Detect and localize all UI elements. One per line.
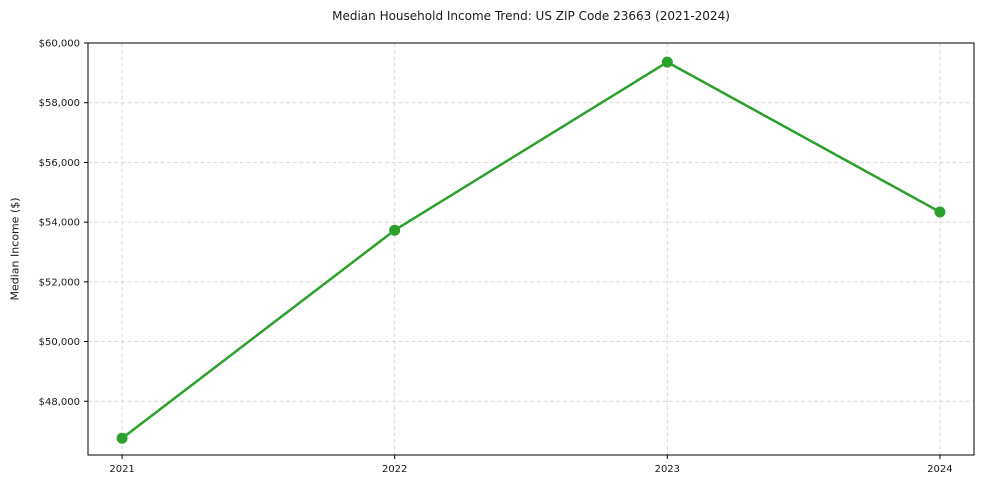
y-tick-label: $50,000	[39, 337, 80, 348]
data-point	[116, 432, 128, 444]
data-line	[120, 60, 942, 440]
data-point	[661, 56, 673, 68]
y-tick-label: $54,000	[39, 218, 80, 229]
y-tick-label: $48,000	[39, 397, 80, 408]
x-tick-label: 2022	[382, 464, 407, 475]
y-tick-label: $60,000	[39, 39, 80, 50]
chart-title: Median Household Income Trend: US ZIP Co…	[332, 9, 730, 23]
data-point	[934, 206, 946, 218]
x-tick-label: 2023	[655, 464, 680, 475]
x-tick-label: 2024	[927, 464, 952, 475]
y-tick-label: $56,000	[39, 158, 80, 169]
y-tick-label: $58,000	[39, 98, 80, 109]
data-point	[389, 224, 401, 236]
y-tick-label: $52,000	[39, 277, 80, 288]
plot-border	[87, 42, 975, 456]
x-tick-label: 2021	[109, 464, 134, 475]
